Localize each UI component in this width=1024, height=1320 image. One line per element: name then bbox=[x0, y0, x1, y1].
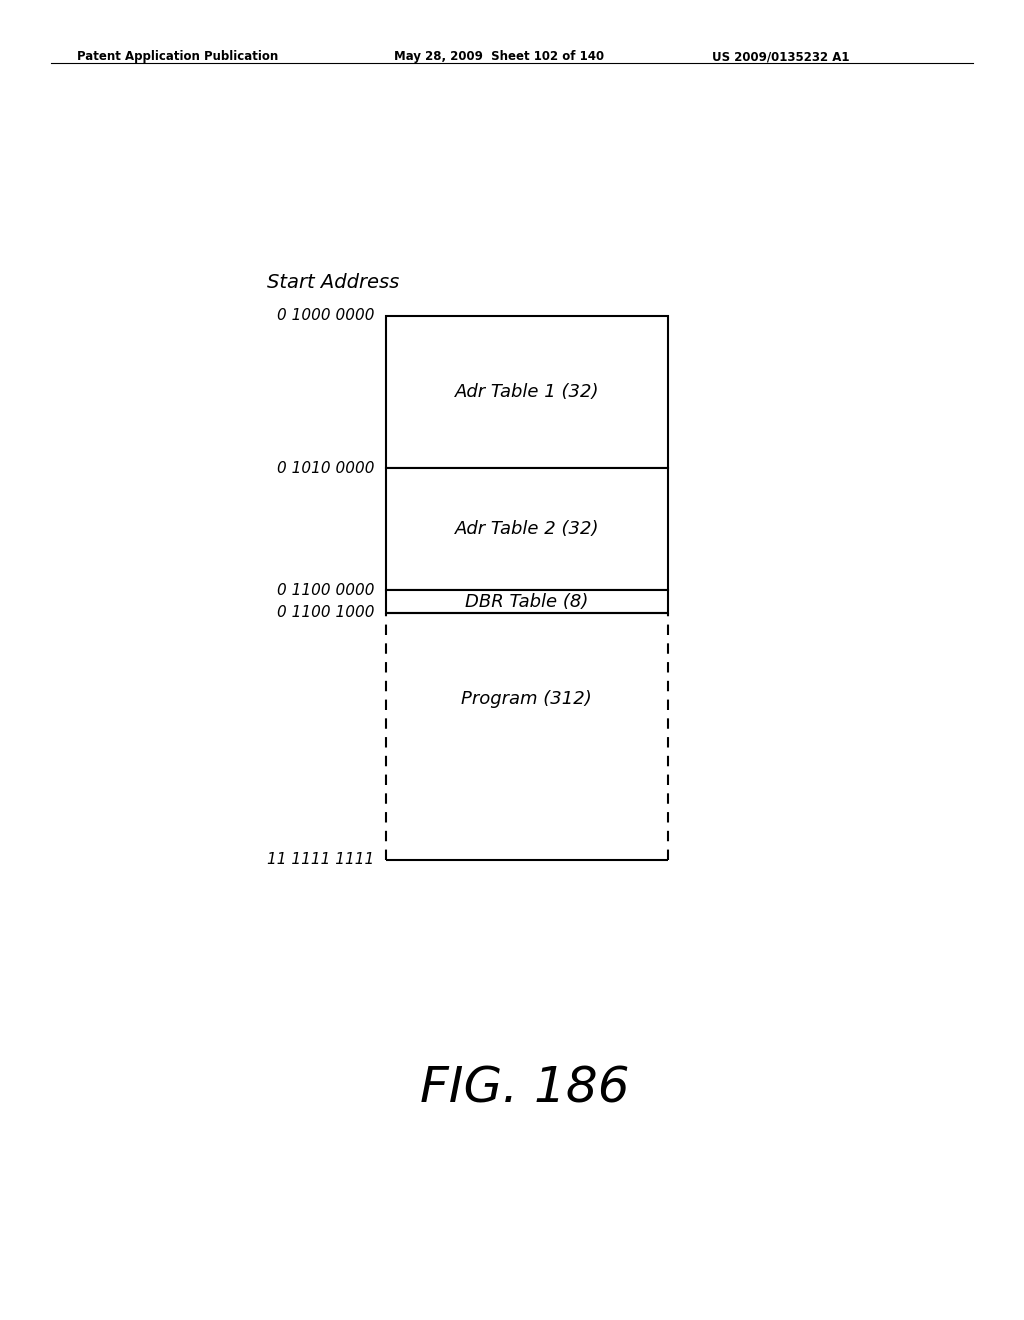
Text: DBR Table (8): DBR Table (8) bbox=[465, 593, 589, 611]
Text: Adr Table 1 (32): Adr Table 1 (32) bbox=[455, 383, 599, 401]
Text: Program (312): Program (312) bbox=[462, 690, 592, 708]
Text: 0 1000 0000: 0 1000 0000 bbox=[276, 309, 374, 323]
Bar bbox=[386, 315, 668, 469]
Text: 0 1010 0000: 0 1010 0000 bbox=[276, 461, 374, 477]
Text: 11 1111 1111: 11 1111 1111 bbox=[267, 853, 374, 867]
Bar bbox=[386, 590, 668, 612]
Text: Start Address: Start Address bbox=[267, 273, 399, 292]
Bar bbox=[386, 469, 668, 590]
Text: 0 1100 1000: 0 1100 1000 bbox=[276, 606, 374, 620]
Text: 0 1100 0000: 0 1100 0000 bbox=[276, 583, 374, 598]
Text: May 28, 2009  Sheet 102 of 140: May 28, 2009 Sheet 102 of 140 bbox=[394, 50, 604, 63]
Text: FIG. 186: FIG. 186 bbox=[420, 1064, 630, 1113]
Text: US 2009/0135232 A1: US 2009/0135232 A1 bbox=[712, 50, 849, 63]
Text: Adr Table 2 (32): Adr Table 2 (32) bbox=[455, 520, 599, 539]
Text: Patent Application Publication: Patent Application Publication bbox=[77, 50, 279, 63]
